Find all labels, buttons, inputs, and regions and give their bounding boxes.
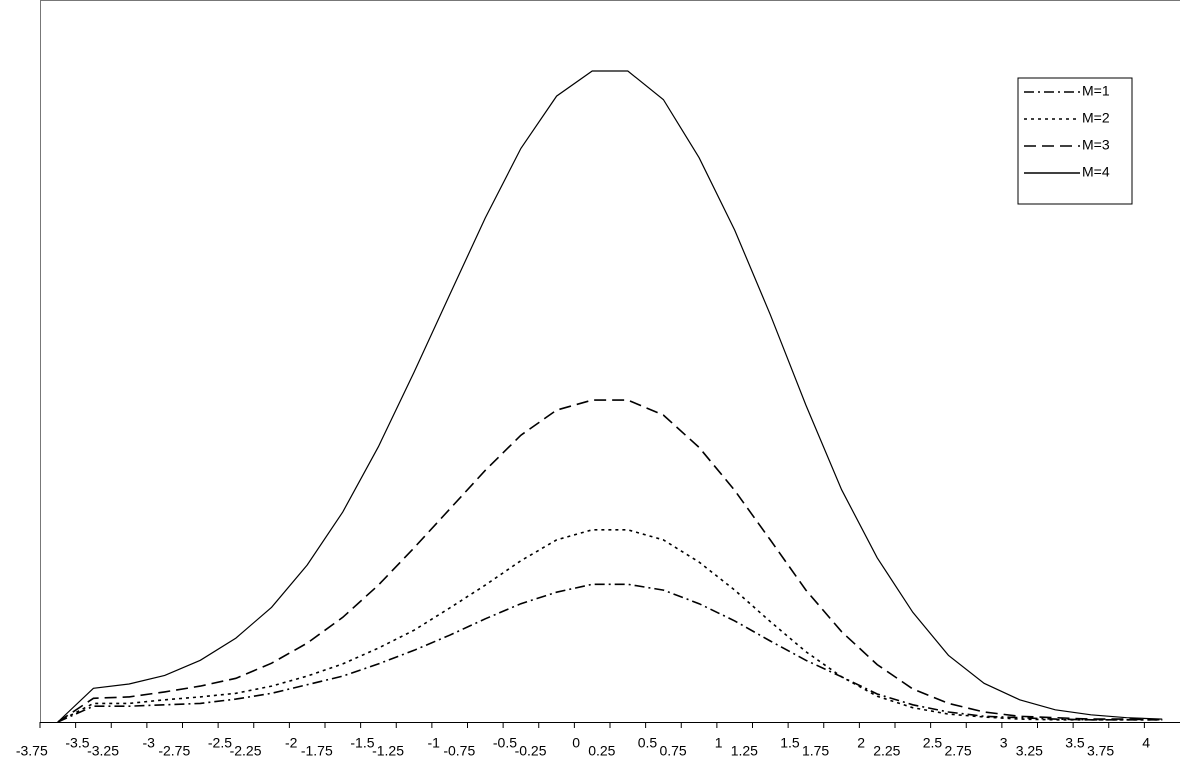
legend-label: M=1 (1082, 83, 1110, 99)
x-tick-label: -3.25 (87, 743, 119, 759)
x-tick-label: -1.75 (301, 743, 333, 759)
x-tick-label: 0.75 (659, 743, 686, 759)
x-tick-label: -3 (142, 735, 155, 751)
x-tick-label: -2.5 (208, 735, 232, 751)
x-tick-label: -0.25 (515, 743, 547, 759)
x-tick-label: 3.5 (1065, 735, 1085, 751)
series-line (57, 529, 1163, 723)
legend-label: M=4 (1082, 164, 1110, 180)
x-tick-label: -2 (285, 735, 298, 751)
series-line (57, 583, 1163, 723)
legend-box (1017, 77, 1133, 205)
x-tick-label: -3.5 (65, 735, 89, 751)
x-tick-label: 0.5 (638, 735, 658, 751)
x-tick-label: -1.5 (350, 735, 374, 751)
x-tick-label: 3 (1000, 735, 1008, 751)
series-line (57, 70, 1163, 723)
x-tick-label: 3.25 (1016, 743, 1043, 759)
x-tick-label: 2 (857, 735, 865, 751)
x-tick-label: -1.25 (372, 743, 404, 759)
x-tick-label: 1.5 (780, 735, 800, 751)
x-tick-label: -3.75 (16, 743, 48, 759)
x-tick-label: 4 (1142, 735, 1150, 751)
legend-label: M=2 (1082, 110, 1110, 126)
x-tick-label: 2.25 (873, 743, 900, 759)
x-tick-label: -0.75 (443, 743, 475, 759)
x-tick-label: 0 (572, 735, 580, 751)
x-tick-label: 2.5 (923, 735, 943, 751)
x-tick-label: 1.25 (731, 743, 758, 759)
series-line (57, 399, 1163, 723)
x-tick-label: -0.5 (493, 735, 517, 751)
x-tick-label: -2.75 (158, 743, 190, 759)
x-tick-label: -2.25 (230, 743, 262, 759)
legend-label: M=3 (1082, 137, 1110, 153)
x-tick-label: 1 (715, 735, 723, 751)
x-tick-label: 1.75 (802, 743, 829, 759)
x-tick-label: 0.25 (588, 743, 615, 759)
x-tick-label: 2.75 (944, 743, 971, 759)
x-tick-label: -1 (427, 735, 440, 751)
x-tick-label: 3.75 (1087, 743, 1114, 759)
